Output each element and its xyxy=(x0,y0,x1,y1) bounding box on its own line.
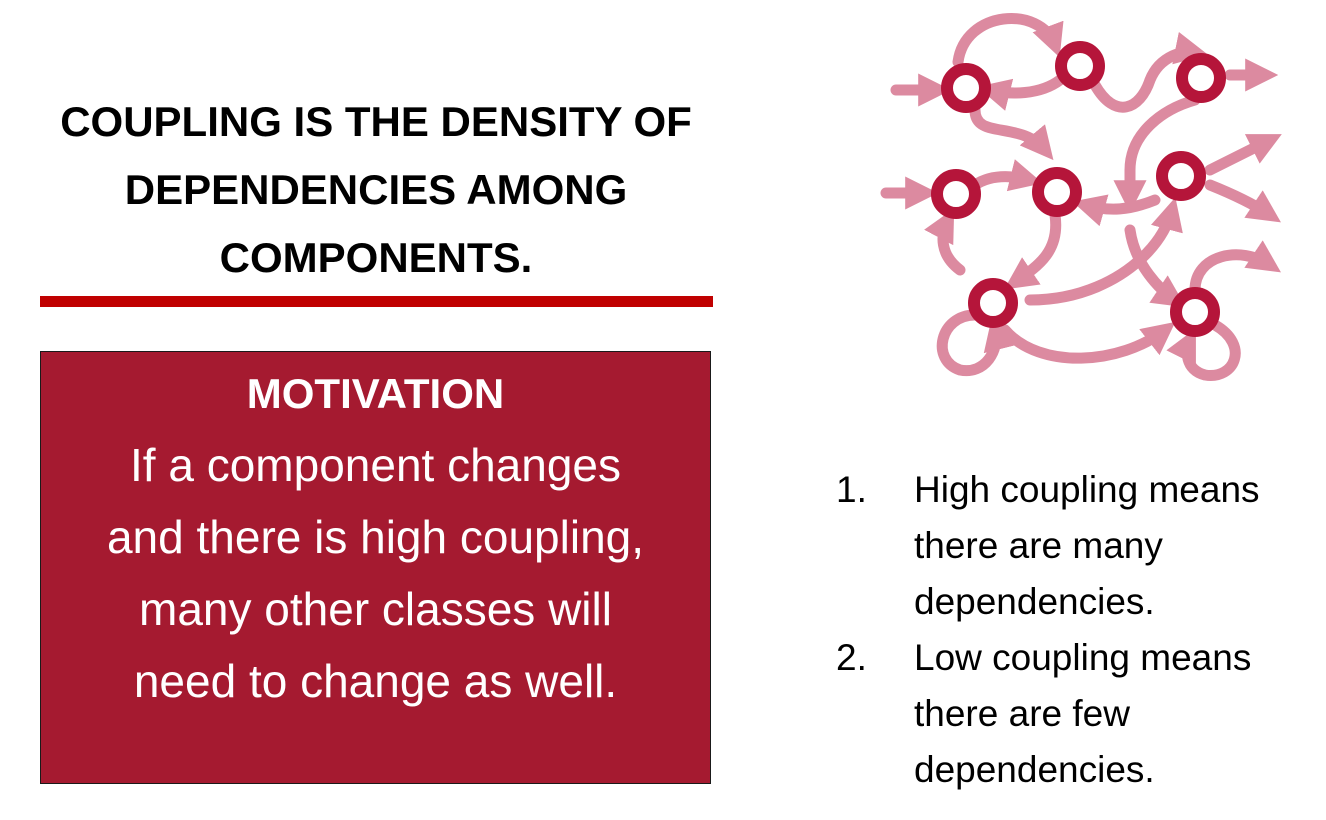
node xyxy=(931,169,981,219)
list-item-line: there are few xyxy=(914,693,1130,734)
list-item-number: 2. xyxy=(836,637,867,678)
arrow xyxy=(952,13,1064,68)
node xyxy=(968,278,1018,328)
motivation-body: If a component changes and there is high… xyxy=(41,429,710,717)
arrow xyxy=(969,159,1043,192)
node xyxy=(1170,287,1220,337)
dependency-arrows xyxy=(880,13,1282,381)
arrow xyxy=(924,208,966,276)
list-item-number: 1. xyxy=(836,469,867,510)
node xyxy=(1032,167,1082,217)
arrow xyxy=(999,321,1176,364)
list-item-line: dependencies. xyxy=(914,581,1155,622)
arrow xyxy=(1189,240,1281,296)
motivation-box: MOTIVATION If a component changes and th… xyxy=(40,351,711,784)
arrow xyxy=(1072,194,1161,227)
arrow xyxy=(1124,224,1186,308)
coupling-points-list: 1. High coupling means there are many de… xyxy=(836,462,1316,798)
title-line: DEPENDENCIES AMONG xyxy=(124,166,628,213)
arrow xyxy=(969,104,1054,161)
list-item-line: dependencies. xyxy=(914,749,1155,790)
arrow xyxy=(1204,134,1282,176)
arrow xyxy=(1004,209,1062,290)
motivation-line: and there is high coupling, xyxy=(106,511,645,563)
list-item: 1. High coupling means there are many de… xyxy=(836,462,1316,630)
arrow xyxy=(1113,94,1201,214)
list-item-line: Low coupling means xyxy=(914,637,1252,678)
arrow xyxy=(936,309,1016,377)
arrow xyxy=(1166,319,1241,381)
motivation-line: need to change as well. xyxy=(133,655,618,707)
node xyxy=(1055,41,1105,91)
list-item-line: there are many xyxy=(914,525,1163,566)
node xyxy=(1176,53,1226,103)
arrow xyxy=(977,74,1066,111)
arrow xyxy=(1089,31,1208,113)
motivation-line: many other classes will xyxy=(139,583,612,635)
title-divider xyxy=(40,296,713,307)
node xyxy=(1156,151,1206,201)
list-item-line: High coupling means xyxy=(914,469,1260,510)
title-line: COUPLING IS THE DENSITY OF xyxy=(60,98,692,145)
list-item: 2. Low coupling means there are few depe… xyxy=(836,630,1316,798)
arrow xyxy=(1204,179,1281,223)
dependency-nodes xyxy=(931,41,1226,337)
motivation-line: If a component changes xyxy=(130,439,621,491)
motivation-heading: MOTIVATION xyxy=(246,370,505,417)
slide-title: COUPLING IS THE DENSITY OF DEPENDENCIES … xyxy=(20,88,732,292)
dependency-network-icon xyxy=(880,13,1282,381)
node xyxy=(941,63,991,113)
title-line: COMPONENTS. xyxy=(219,234,533,281)
